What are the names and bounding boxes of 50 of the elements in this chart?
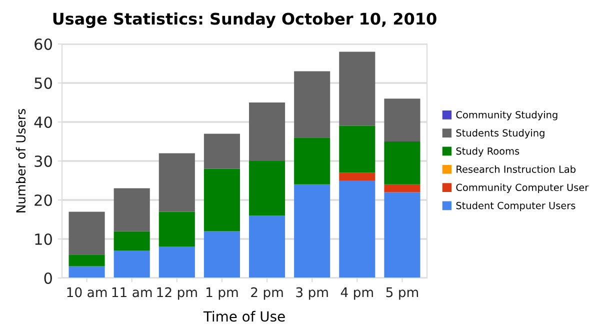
bar (339, 52, 376, 126)
y-tick-label: 0 (44, 272, 52, 284)
bar (384, 98, 420, 142)
legend-label: Students Studying (456, 129, 544, 138)
bar (158, 212, 195, 247)
bar (68, 254, 105, 266)
bar (339, 172, 376, 180)
bar (114, 250, 150, 278)
x-tick-label: 12 pm (157, 287, 197, 300)
legend-label: Student Computer Users (456, 202, 576, 212)
bar (204, 134, 240, 169)
chart-title: Usage Statistics: Sunday October 10, 2010 (53, 12, 436, 28)
bar (384, 184, 420, 192)
bar (204, 231, 240, 278)
legend-label: Community Computer User (456, 184, 589, 193)
bar (384, 192, 420, 278)
bar (158, 153, 195, 212)
bar (249, 161, 286, 216)
bar (294, 184, 330, 278)
legend-label: Study Rooms (456, 147, 520, 157)
y-axis-title: Number of Users (16, 109, 26, 212)
x-tick-label: 3 pm (296, 287, 328, 300)
x-axis-title: Time of Use (203, 310, 285, 322)
bar (249, 216, 286, 278)
bar (158, 246, 195, 278)
bar (339, 180, 376, 278)
bar (68, 212, 105, 255)
bar (294, 138, 330, 184)
bar (339, 126, 376, 173)
bar (114, 231, 150, 251)
x-tick-label: 5 pm (386, 287, 418, 300)
bar (68, 266, 105, 278)
y-tick-label: 50 (34, 77, 52, 90)
bar (249, 102, 286, 161)
legend-label: Research Instruction Lab (456, 165, 576, 173)
x-tick-label: 10 am (67, 287, 107, 298)
bar (204, 168, 240, 232)
y-tick-label: 60 (34, 38, 52, 50)
bar (384, 142, 420, 184)
x-tick-label: 1 pm (206, 287, 238, 300)
bar (294, 71, 330, 138)
y-tick-label: 10 (35, 233, 52, 246)
y-tick-label: 30 (34, 155, 52, 168)
y-tick-label: 40 (34, 116, 52, 128)
x-tick-label: 2 pm (251, 287, 283, 300)
legend-label: Community Studying (456, 110, 558, 120)
bar (114, 188, 150, 232)
x-tick-label: 11 am (112, 287, 152, 298)
y-tick-label: 20 (34, 194, 52, 206)
x-tick-label: 4 pm (340, 287, 373, 300)
